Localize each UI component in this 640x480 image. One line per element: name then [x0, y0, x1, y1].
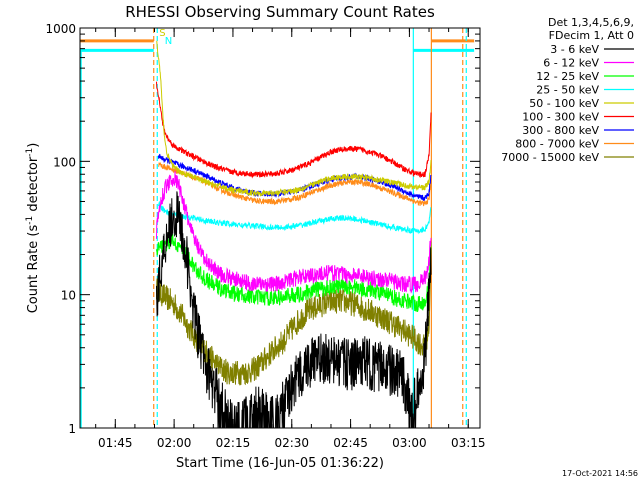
legend: Det 1,3,4,5,6,9, FDecim 1, Att 0 3 - 6 k…: [501, 16, 634, 164]
series-line: [156, 171, 432, 294]
legend-label: 12 - 25 keV: [536, 70, 599, 83]
y-tick-label: 10: [61, 289, 76, 303]
chart-title: RHESSI Observing Summary Count Rates: [125, 3, 435, 21]
x-tick-label: 02:30: [274, 436, 309, 450]
legend-label: 50 - 100 keV: [529, 97, 599, 110]
y-axis-label-sup2: -1: [25, 148, 35, 157]
x-axis: 01:45 02:00 02:15 02:30 02:45 03:00 03:15: [95, 28, 486, 450]
x-tick-label: 01:45: [98, 436, 133, 450]
footer-timestamp: 17-Oct-2021 14:56: [562, 469, 638, 478]
legend-header-line2: FDecim 1, Att 0: [549, 29, 634, 42]
series-line: [157, 200, 432, 235]
series-line: [156, 191, 432, 429]
annotation-label: S: [159, 28, 165, 39]
x-tick-label: 02:15: [216, 436, 251, 450]
legend-label: 7000 - 15000 keV: [501, 151, 599, 164]
legend-label: 6 - 12 keV: [543, 57, 599, 70]
y-axis-label-mid: detector: [26, 156, 41, 216]
x-tick-label: 03:00: [392, 436, 427, 450]
plot-area: SN: [80, 28, 475, 429]
x-tick-label: 03:15: [451, 436, 486, 450]
y-axis: 1 10 100 1000: [45, 22, 480, 436]
y-tick-label: 1: [68, 422, 76, 436]
annotation-label: N: [165, 36, 172, 47]
series-line: [156, 39, 432, 197]
plot-frame: [79, 27, 481, 429]
y-axis-label: Count Rate (s-1 detector-1): [25, 143, 41, 314]
y-tick-label: 100: [53, 155, 76, 169]
legend-label: 800 - 7000 keV: [515, 138, 599, 151]
legend-header-line1: Det 1,3,4,5,6,9,: [548, 16, 634, 29]
series-line: [156, 233, 432, 312]
legend-label: 25 - 50 keV: [536, 84, 599, 97]
legend-label: 3 - 6 keV: [550, 43, 599, 56]
legend-label: 300 - 800 keV: [522, 124, 599, 137]
series-line: [156, 81, 432, 179]
x-axis-label: Start Time (16-Jun-05 01:36:22): [176, 456, 384, 471]
legend-label: 100 - 300 keV: [522, 111, 599, 124]
x-tick-label: 02:45: [333, 436, 368, 450]
y-tick-label: 1000: [45, 22, 76, 36]
y-axis-label-main: Count Rate (s: [26, 225, 41, 314]
y-axis-label-end: ): [26, 143, 41, 148]
x-tick-label: 02:00: [157, 436, 192, 450]
y-axis-label-sup1: -1: [25, 216, 35, 225]
